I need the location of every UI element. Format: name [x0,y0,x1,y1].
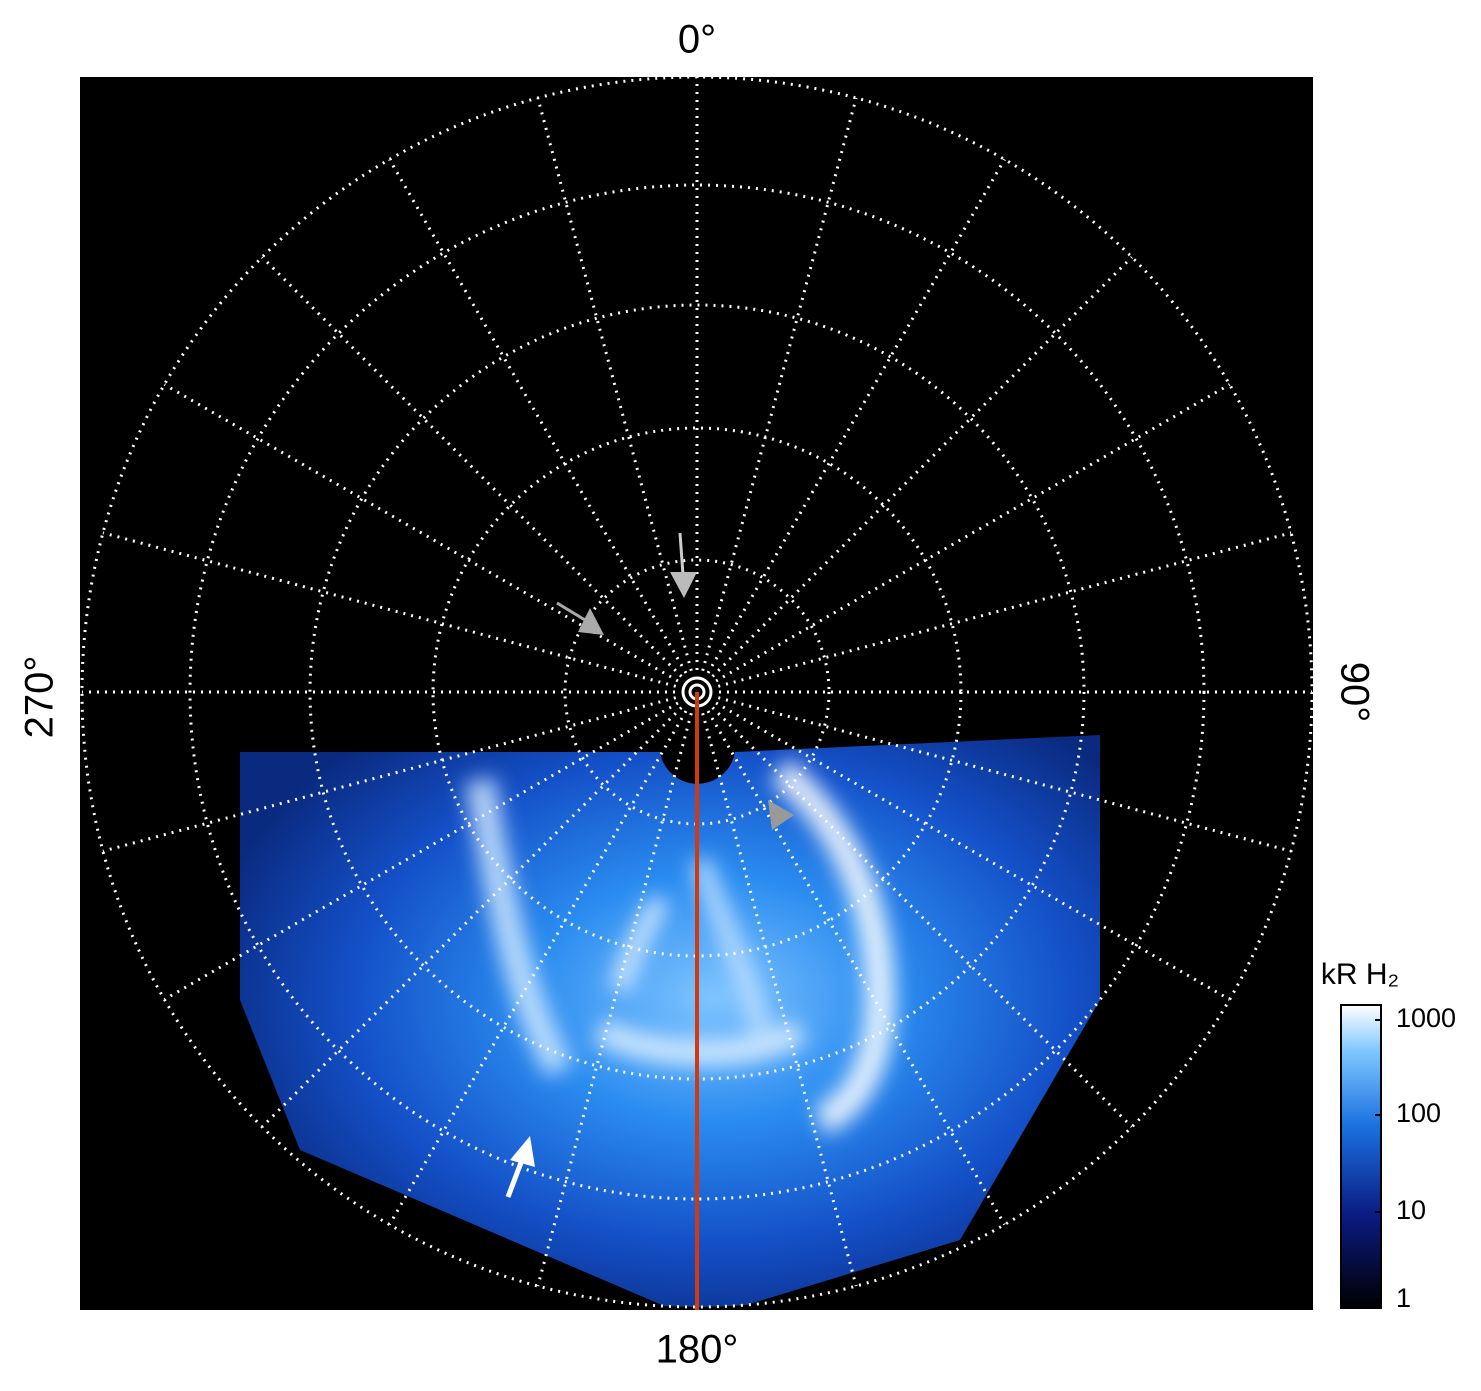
aurora-bright [465,758,896,1135]
grid-spoke [163,701,679,1001]
grid-spoke [163,383,679,683]
colorbar [1340,1004,1382,1309]
axis-label-left: 270° [18,656,62,739]
axis-label-bottom: 180° [656,1328,739,1372]
grid-spoke [717,696,1292,853]
grid-spoke [706,158,1006,674]
grid-circle [188,183,1206,1201]
grid-spoke [701,712,858,1287]
colorbar-title: kR H₂ [1321,958,1399,991]
grid-spoke [711,256,1133,678]
grid-spoke [388,710,688,1226]
aurora [240,735,1100,1307]
aurora-emission [240,735,1100,1307]
grid-spoke [102,531,677,688]
colorbar-tick-label: 100 [1396,1098,1441,1128]
grid-spoke [102,696,677,853]
grid-spoke [711,706,1133,1128]
grid-circle [308,303,1086,1081]
grid-spoke [715,383,1231,683]
grid-spoke [701,97,858,672]
axis-label-top: 0° [678,18,716,62]
grid [80,75,1314,1309]
grid-spoke [261,256,683,678]
colorbar-tick-label: 10 [1396,1195,1426,1225]
grid-spoke [536,712,693,1287]
grid-spoke [717,531,1292,688]
arrows [505,532,794,1198]
colorbar-ticks: 1000 100 10 1 [1375,1003,1456,1313]
colorbar-tick-label: 1 [1396,1283,1411,1313]
axis-label-right: 90° [1332,662,1376,723]
grid-spoke [388,158,688,674]
grid-spoke [715,701,1231,1001]
grid-spoke [261,706,683,1128]
grid-spoke [536,97,693,672]
colorbar-tick-label: 1000 [1396,1003,1456,1033]
grid-spoke [706,710,1006,1226]
grid-circle [563,558,831,826]
